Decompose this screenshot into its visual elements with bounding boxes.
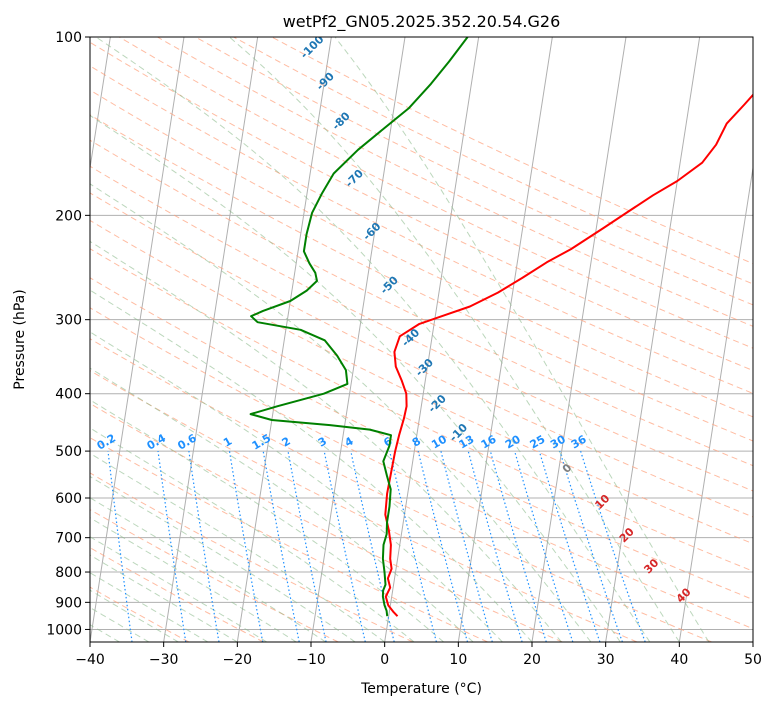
mixing-ratio-line [514, 450, 574, 642]
moist-adiabat [90, 589, 179, 642]
x-tick-label: 20 [523, 652, 541, 668]
moist-adiabat [90, 554, 238, 642]
moist-adiabat [90, 240, 562, 642]
mixing-ratio-line [440, 450, 493, 642]
y-tick-label: 600 [55, 491, 82, 507]
isotherm-gridline [310, 37, 406, 642]
moist-adiabat [90, 399, 444, 642]
dewpoint-profile-line [249, 37, 469, 617]
x-tick-label: 30 [597, 652, 615, 668]
mixing-ratio-line [559, 450, 623, 642]
mixing-ratio-line [287, 450, 327, 642]
moist-adiabat [90, 452, 385, 642]
x-axis-ticks: −40 −30 −20 −10 0 10 20 30 40 50 [75, 642, 762, 668]
x-axis-title: Temperature (°C) [360, 681, 482, 697]
mixing-ratio-line [157, 451, 187, 642]
dry-adiabat [90, 277, 753, 601]
dry-adiabat [233, 37, 753, 285]
plot-area: 0.10.20.40.611.52346810131620253036-100-… [90, 37, 753, 642]
dry-adiabat [90, 307, 753, 630]
mixing-ratio-line [262, 450, 300, 642]
dry-adiabat [90, 547, 264, 642]
moist-adiabat [90, 289, 533, 642]
x-tick-label: −30 [149, 652, 179, 668]
isotherm-gridline [236, 37, 332, 642]
dry-adiabat [90, 114, 753, 442]
chart-title: wetPf2_GN05.2025.352.20.54.G26 [283, 12, 561, 32]
isotherm-gridline [384, 37, 480, 642]
x-tick-label: 0 [380, 652, 389, 668]
mixing-ratio-line [467, 450, 523, 642]
x-tick-label: 40 [670, 652, 688, 668]
x-tick-label: 10 [449, 652, 467, 668]
background-lines [90, 37, 753, 642]
isotherm-gridline [90, 37, 185, 642]
moist-adiabat [90, 367, 474, 642]
moist-adiabat [90, 572, 209, 642]
dry-adiabat [90, 139, 753, 467]
y-tick-label: 800 [55, 565, 82, 581]
temperature-profile-line [384, 93, 753, 617]
y-tick-label: 200 [55, 208, 82, 224]
y-tick-label: 500 [55, 444, 82, 460]
mixing-ratio-line [350, 450, 395, 642]
mixing-ratio-line [417, 450, 469, 642]
moist-adiabat [90, 475, 356, 642]
y-axis-title: Pressure (hPa) [12, 289, 28, 389]
data-series [249, 37, 753, 617]
moist-adiabat [90, 517, 297, 642]
moist-adiabat [334, 37, 710, 642]
y-axis-ticks: 100 200 300 400 500 600 700 800 900 1000 [46, 30, 90, 638]
dry-adiabat [90, 248, 753, 572]
plot-frame [89, 36, 754, 643]
isotherm-gridline [163, 37, 259, 642]
y-tick-label: 100 [55, 30, 82, 46]
moist-adiabat [90, 331, 503, 642]
mixing-ratio-line [389, 450, 437, 642]
mixing-ratio-line [538, 450, 601, 642]
dry-adiabat [90, 370, 638, 642]
x-tick-label: −20 [223, 652, 253, 668]
dry-adiabat [90, 219, 753, 545]
mixing-ratio-line [580, 450, 646, 642]
y-tick-label: 700 [55, 531, 82, 547]
y-tick-label: 400 [55, 387, 82, 403]
dry-adiabat [90, 509, 339, 642]
dry-adiabat [118, 37, 753, 349]
x-tick-label: 50 [744, 652, 762, 668]
mixing-ratio-line [188, 451, 220, 642]
moist-adiabat [95, 37, 651, 642]
moist-adiabat [90, 427, 415, 642]
moist-adiabat [90, 536, 268, 642]
isotherm-gridline [605, 37, 701, 642]
isotherm-gridline [90, 37, 111, 172]
y-tick-label: 900 [55, 595, 82, 611]
isotherm-gridline [678, 164, 753, 642]
moist-adiabat [90, 183, 592, 642]
x-tick-label: −10 [296, 652, 326, 668]
moist-adiabat [229, 37, 680, 642]
dry-adiabat [90, 192, 753, 518]
x-tick-label: −40 [75, 652, 105, 668]
dry-adiabat [195, 37, 753, 306]
mixing-ratio-line [107, 451, 133, 642]
mixing-ratio-line [489, 450, 547, 642]
mixing-ratio-line [323, 450, 366, 642]
y-tick-label: 300 [55, 313, 82, 329]
y-tick-label: 1000 [46, 622, 82, 638]
dry-adiabat [90, 41, 753, 372]
dry-adiabat [90, 89, 753, 418]
dry-adiabat [90, 165, 753, 492]
dry-adiabat [90, 402, 563, 642]
